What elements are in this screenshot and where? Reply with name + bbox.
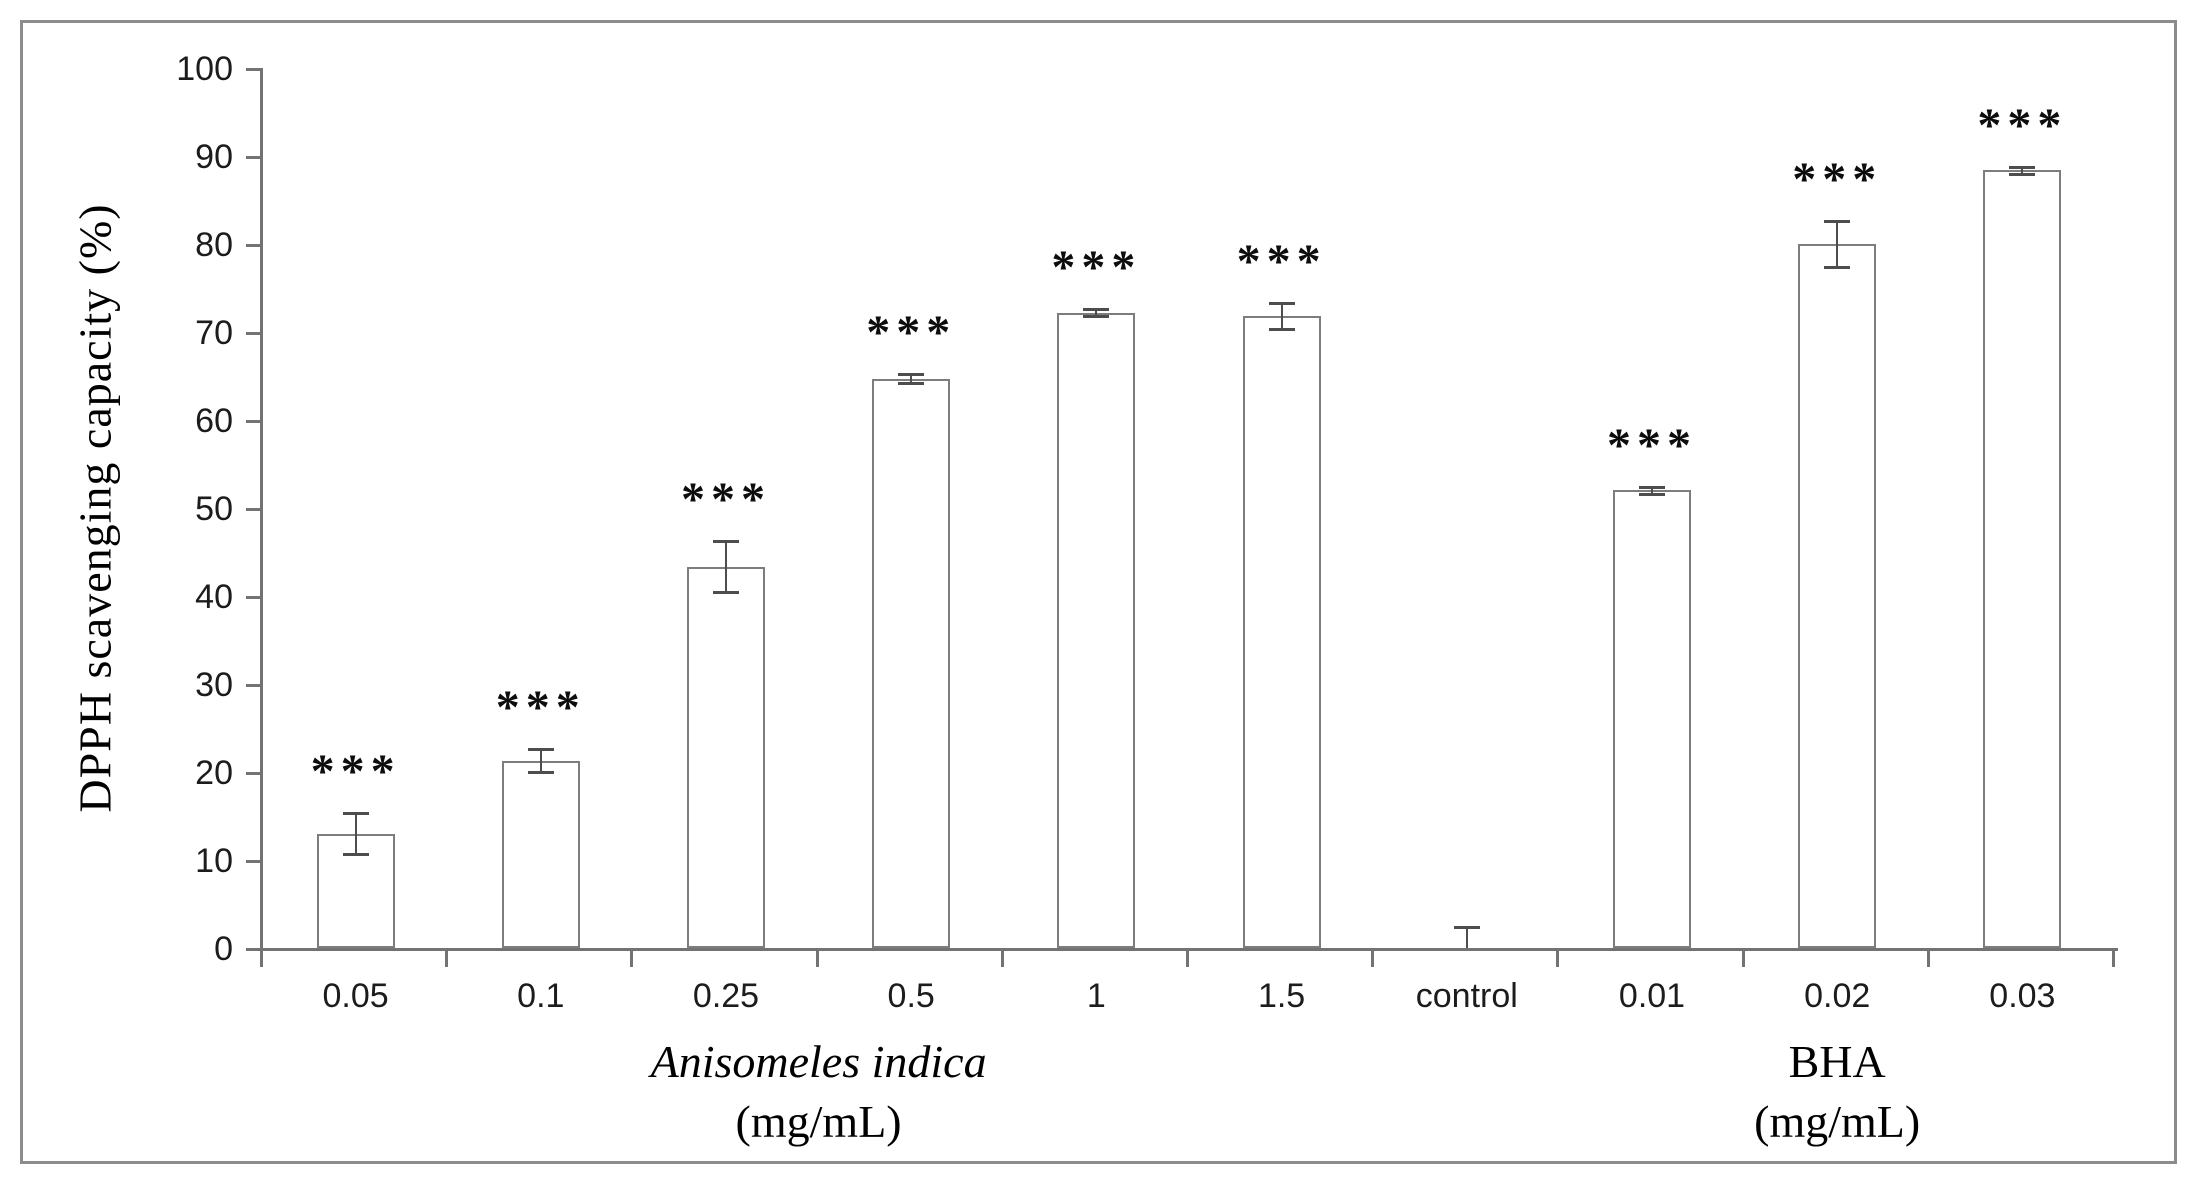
significance-marker: *** [1607,418,1697,472]
error-bar-cap-top [1268,301,1295,305]
y-tick [246,508,260,511]
y-tick-label: 60 [195,402,233,440]
x-tick [1926,951,1930,967]
error-bar-cap-top [1639,485,1665,489]
bar [1057,312,1136,948]
x-tick [815,951,819,967]
group-label: Anisomeles indica [650,1036,987,1087]
y-tick-label: 40 [195,578,233,616]
category-label: 0.01 [1618,977,1686,1015]
y-tick [246,156,260,159]
y-tick [246,948,260,951]
significance-marker: *** [1236,234,1327,288]
error-bar-stem [1651,486,1653,494]
error-bar-cap-top [1083,308,1110,312]
y-tick [246,68,260,71]
y-tick-label: 100 [176,50,233,88]
y-tick-label: 30 [195,666,233,704]
category-label: 1.5 [1257,977,1306,1015]
error-bar-cap-top [1824,220,1851,224]
y-tick-label: 80 [195,226,233,264]
x-tick [1000,951,1004,967]
significance-marker: *** [310,745,401,799]
error-bar-stem [910,374,913,384]
bar [501,760,580,948]
y-tick [246,244,260,247]
error-bar-cap-top [2009,165,2036,169]
y-tick [246,860,260,863]
error-bar-cap-bottom [713,591,739,595]
y-tick [246,420,260,423]
error-bar-cap-top [898,373,925,377]
significance-marker: *** [495,681,586,735]
significance-marker: *** [1977,98,2068,152]
category-label: 0.5 [887,977,935,1015]
error-bar-cap-top [527,748,554,752]
x-tick [1371,951,1375,967]
category-label: 0.1 [517,977,565,1015]
bar [1983,170,2062,948]
x-tick [630,951,634,967]
y-tick-label: 0 [214,930,233,968]
x-axis-line [260,948,2118,951]
significance-marker: *** [681,473,771,527]
group-label: BHA [1788,1036,1886,1087]
category-label: 0.25 [692,977,760,1015]
error-bar-cap-top [1453,925,1480,929]
error-bar-stem [1280,302,1283,330]
x-tick [1741,951,1745,967]
error-bar-cap-bottom [1268,328,1295,332]
significance-marker: *** [866,306,957,360]
bar [687,566,765,948]
error-bar-cap-bottom [2009,172,2036,176]
x-tick [445,951,449,967]
significance-marker: *** [1051,241,1142,295]
significance-marker: *** [1792,153,1883,207]
y-tick-label: 10 [195,842,233,880]
y-tick [246,596,260,599]
y-tick-label: 50 [195,490,233,528]
error-bar-cap-bottom [1639,492,1665,496]
category-label: 0.05 [322,977,389,1015]
error-bar-stem [2021,166,2024,174]
error-bar-cap-bottom [898,382,925,386]
x-tick [1556,951,1560,967]
x-tick [1186,951,1189,967]
error-bar-stem [1465,926,1468,948]
error-bar-cap-bottom [527,771,554,774]
error-bar-cap-bottom [342,852,369,856]
category-label: 1 [1086,977,1106,1015]
error-bar-stem [539,749,542,772]
category-label: control [1415,977,1518,1015]
bar [1242,316,1321,948]
x-tick [2112,951,2115,967]
y-tick-label: 70 [195,314,233,352]
error-bar-stem [354,813,357,854]
category-label: 0.02 [1804,977,1871,1015]
error-bar-cap-bottom [1824,265,1851,269]
category-label: 0.03 [1989,977,2056,1015]
bar [1613,490,1691,948]
error-bar-cap-bottom [1083,315,1110,319]
error-bar-stem [1095,309,1098,317]
error-bar-stem [725,541,727,593]
y-tick [246,772,260,775]
group-unit-label: (mg/mL) [1754,1096,1921,1147]
y-tick [246,332,260,335]
x-tick [260,951,263,967]
bar [1798,244,1877,948]
y-tick-label: 90 [195,138,233,176]
bar [872,378,951,948]
group-unit-label: (mg/mL) [735,1096,902,1147]
error-bar-cap-top [713,540,739,544]
y-axis-line [260,68,263,951]
y-tick [246,684,260,687]
error-bar-stem [1836,221,1839,267]
y-tick-label: 20 [195,754,233,792]
error-bar-cap-top [342,812,369,816]
figure-border [20,20,2177,1164]
